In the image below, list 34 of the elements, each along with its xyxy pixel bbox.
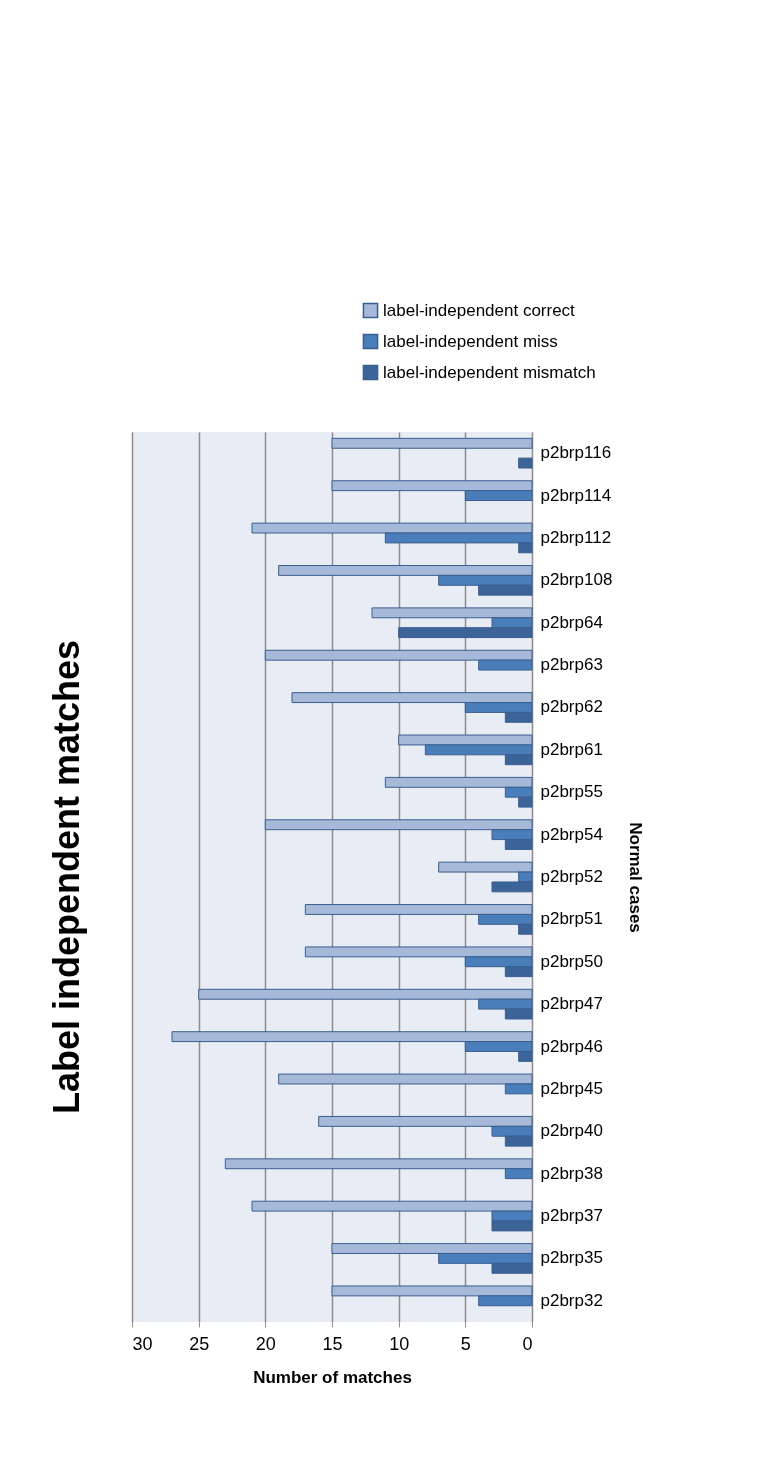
x-tick-label: 0 [522,1333,533,1354]
x-tick-label: 25 [189,1333,210,1354]
text: Label independent matches [45,639,87,1115]
y-axis-title: Normal cases [626,822,646,933]
y-tick-label: p2brp52 [540,867,603,886]
x-tick-label: 10 [389,1333,410,1354]
y-tick-label: p2brp54 [540,824,603,844]
y-tick-label: p2brp116 [540,443,612,463]
y-tick-label: p2brp46 [540,1036,603,1056]
y-tick-label: p2brp55 [540,782,603,802]
y-tick-label: p2brp64 [540,612,603,632]
y-tick-label: p2brp61 [540,739,603,759]
y-tick-label: p2brp114 [540,485,612,505]
y-tick-label: p2brp63 [540,655,603,675]
y-tick-label: p2brp112 [540,527,612,547]
legend-label: label-independent mismatch [383,362,596,382]
y-tick-label: p2brp38 [540,1163,603,1183]
y-tick-label: p2brp32 [540,1290,603,1310]
y-tick-label: p2brp47 [540,994,603,1014]
y-tick-label: p2brp50 [540,951,603,971]
y-tick-label: p2brp51 [540,909,603,929]
y-tick-label: p2brp37 [540,1206,603,1226]
y-tick-label: p2brp35 [540,1248,603,1268]
x-tick-label: 30 [132,1333,153,1354]
y-tick-label: p2brp108 [540,570,613,590]
y-tick-label: p2brp45 [540,1078,603,1098]
y-tick-label: p2brp62 [540,697,603,717]
x-tick-label: 20 [255,1333,276,1354]
legend-label: label-independent correct [383,300,576,320]
legend-label: label-independent miss [383,331,558,351]
x-tick-label: 15 [322,1333,343,1354]
y-tick-label: p2brp40 [540,1121,603,1141]
x-axis-title: Number of matches [253,1367,412,1387]
x-tick-label: 5 [460,1333,471,1354]
